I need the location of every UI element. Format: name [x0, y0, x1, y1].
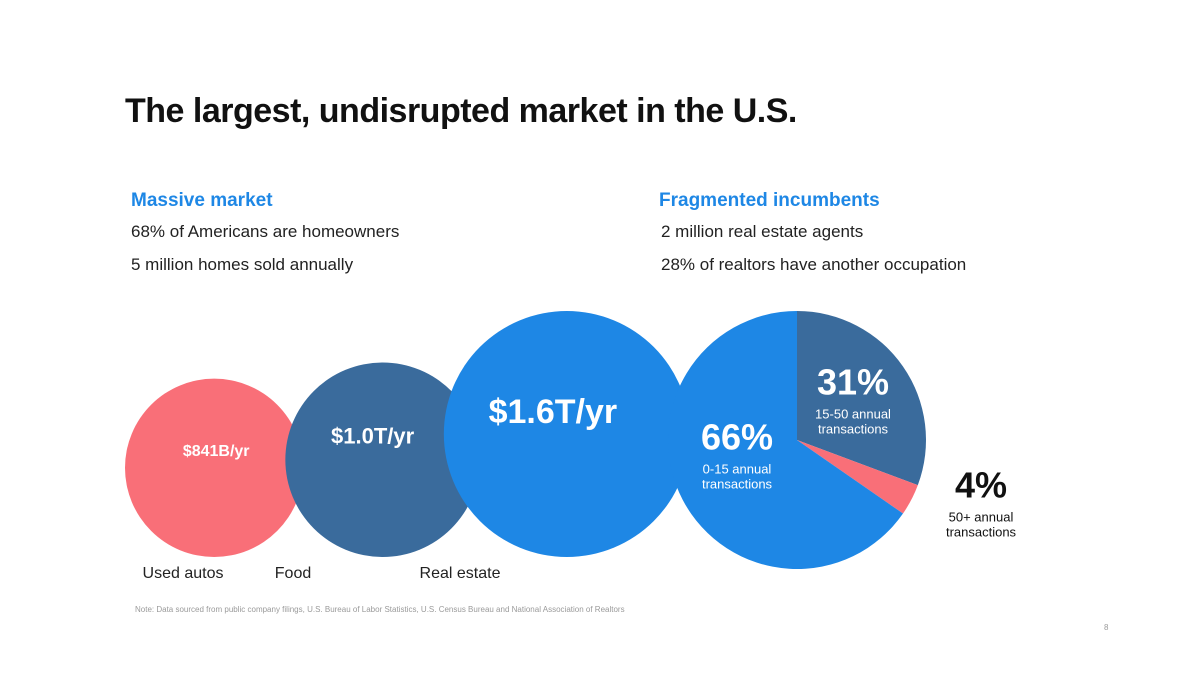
pie-percent-label: 31%: [817, 362, 889, 403]
bubble-category-label: Real estate: [420, 565, 501, 582]
market-size-bubble-chart: $841B/yr $1.0T/yr $1.6T/yr Used autos Food Re…: [125, 311, 690, 582]
pie-category-label: transactions: [946, 524, 1017, 539]
footnote: Note: Data sourced from public company f…: [135, 605, 625, 614]
pie-category-label: transactions: [818, 421, 889, 436]
fragmented-incumbents-heading: Fragmented incumbents: [659, 190, 880, 211]
pie-category-label: 50+ annual: [949, 509, 1014, 524]
slide-title: The largest, undisrupted market in the U…: [125, 92, 797, 130]
massive-market-heading: Massive market: [131, 190, 273, 211]
pie-category-label: 15-50 annual: [815, 406, 891, 421]
pie-category-label: 0-15 annual: [703, 461, 772, 476]
bubble-used-autos: [125, 378, 304, 557]
pie-slice-31: [797, 311, 926, 486]
bubble-category-label: Used autos: [143, 565, 224, 582]
realtors-occupation-stat: 28% of realtors have another occupation: [661, 255, 967, 274]
pie-slice-4: [797, 440, 918, 514]
pie-percent-label: 66%: [701, 417, 773, 458]
bubble-category-label: Food: [275, 565, 311, 582]
bubble-real-estate: [443, 311, 690, 557]
pie-category-label: transactions: [702, 476, 773, 491]
bubble-value-label: $841B/yr: [183, 443, 250, 460]
pie-percent-label: 4%: [955, 465, 1007, 506]
agents-stat: 2 million real estate agents: [661, 222, 864, 241]
page-number: 8: [1104, 623, 1109, 632]
homeowners-stat: 68% of Americans are homeowners: [131, 222, 400, 241]
bubble-value-label: $1.6T/yr: [489, 393, 618, 431]
bubble-food: [285, 362, 480, 557]
bubble-value-label: $1.0T/yr: [331, 424, 415, 449]
homes-sold-stat: 5 million homes sold annually: [131, 255, 354, 274]
pie-slice-66: [667, 311, 903, 569]
